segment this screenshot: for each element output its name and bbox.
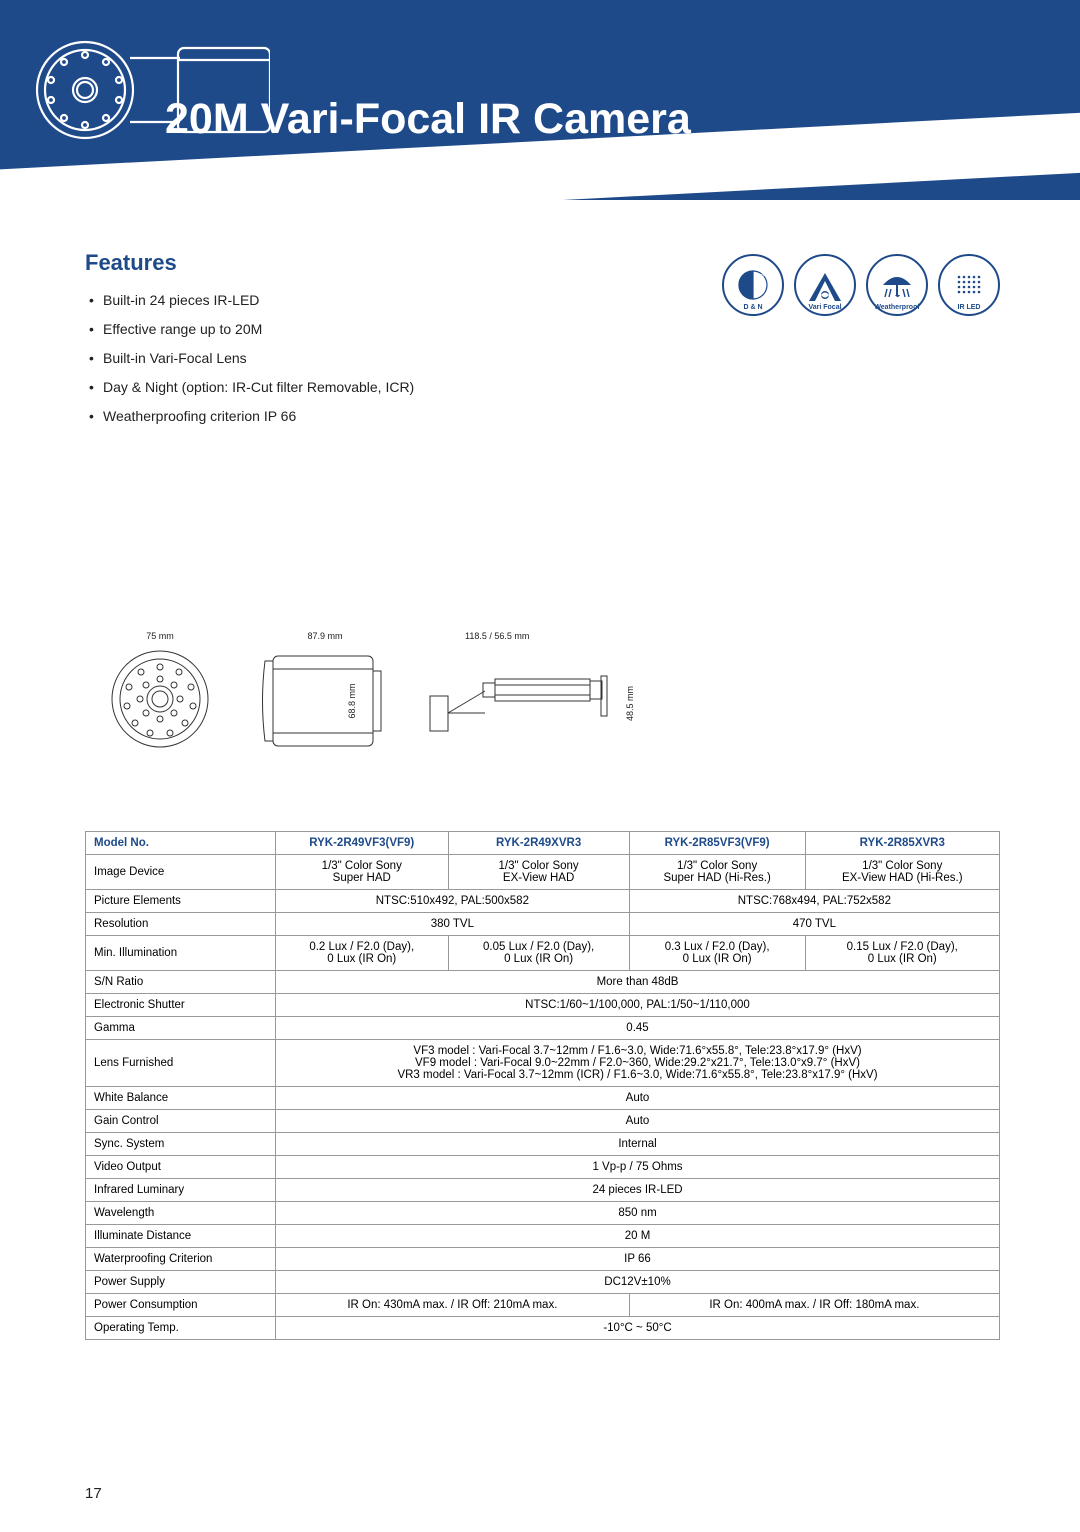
day-night-icon: ampm D & N	[722, 254, 784, 316]
features-heading: Features	[85, 250, 414, 276]
row-label: Wavelength	[86, 1202, 276, 1225]
row-label: Gain Control	[86, 1110, 276, 1133]
row-label: Lens Furnished	[86, 1040, 276, 1087]
row-label: Gamma	[86, 1017, 276, 1040]
row-label: Image Device	[86, 855, 276, 890]
irled-icon: IR LED	[938, 254, 1000, 316]
cell: 0.15 Lux / F2.0 (Day), 0 Lux (IR On)	[805, 936, 999, 971]
cell: 0.45	[276, 1017, 1000, 1040]
dim-width-body: 87.9 mm	[255, 631, 395, 641]
dim-width-bracket: 118.5 / 56.5 mm	[465, 631, 625, 641]
header: 20M Vari-Focal IR Camera	[0, 0, 1080, 200]
row-label: Power Consumption	[86, 1294, 276, 1317]
feature-item: Weatherproofing criterion IP 66	[85, 402, 414, 431]
icon-label: Vari Focal	[796, 304, 854, 311]
cell: Auto	[276, 1110, 1000, 1133]
cell: NTSC:510x492, PAL:500x582	[276, 890, 630, 913]
cell: IP 66	[276, 1248, 1000, 1271]
row-label: Illuminate Distance	[86, 1225, 276, 1248]
cell: 1/3" Color Sony Super HAD	[276, 855, 449, 890]
feature-item: Built-in Vari-Focal Lens	[85, 344, 414, 373]
icon-label: Weatherproof	[868, 304, 926, 311]
weatherproof-icon: Weatherproof	[866, 254, 928, 316]
row-label: Infrared Luminary	[86, 1179, 276, 1202]
lens-line: VF3 model : Vari-Focal 3.7~12mm / F1.6~3…	[284, 1045, 991, 1057]
varifocal-icon: Vari Focal	[794, 254, 856, 316]
cell: IR On: 400mA max. / IR Off: 180mA max.	[629, 1294, 999, 1317]
row-label: Resolution	[86, 913, 276, 936]
features-block: Features Built-in 24 pieces IR-LED Effec…	[85, 250, 414, 431]
cell: IR On: 430mA max. / IR Off: 210mA max.	[276, 1294, 630, 1317]
row-label: Electronic Shutter	[86, 994, 276, 1017]
row-label: Waterproofing Criterion	[86, 1248, 276, 1271]
cell: 20 M	[276, 1225, 1000, 1248]
col-header: RYK-2R49VF3(VF9)	[276, 832, 449, 855]
feature-item: Day & Night (option: IR-Cut filter Remov…	[85, 373, 414, 402]
cell: More than 48dB	[276, 971, 1000, 994]
dim-height-bracket: 48.5 mm	[625, 671, 635, 721]
cell: 1/3" Color Sony EX-View HAD (Hi-Res.)	[805, 855, 999, 890]
lens-line: VF9 model : Vari-Focal 9.0~22mm / F2.0~3…	[284, 1057, 991, 1069]
cell: DC12V±10%	[276, 1271, 1000, 1294]
row-label: S/N Ratio	[86, 971, 276, 994]
cell: Auto	[276, 1087, 1000, 1110]
cell: NTSC:1/60~1/100,000, PAL:1/50~1/110,000	[276, 994, 1000, 1017]
feature-item: Built-in 24 pieces IR-LED	[85, 286, 414, 315]
col-header: Model No.	[86, 832, 276, 855]
icon-label: IR LED	[940, 304, 998, 311]
col-header: RYK-2R49XVR3	[448, 832, 629, 855]
cell: 0.3 Lux / F2.0 (Day), 0 Lux (IR On)	[629, 936, 805, 971]
cell: 1/3" Color Sony Super HAD (Hi-Res.)	[629, 855, 805, 890]
cell: NTSC:768x494, PAL:752x582	[629, 890, 999, 913]
cell: 850 nm	[276, 1202, 1000, 1225]
svg-text:pm: pm	[757, 273, 764, 279]
row-label: Sync. System	[86, 1133, 276, 1156]
cell: VF3 model : Vari-Focal 3.7~12mm / F1.6~3…	[276, 1040, 1000, 1087]
row-label: White Balance	[86, 1087, 276, 1110]
page-number: 17	[85, 1485, 102, 1502]
cell: Internal	[276, 1133, 1000, 1156]
col-header: RYK-2R85VF3(VF9)	[629, 832, 805, 855]
col-header: RYK-2R85XVR3	[805, 832, 999, 855]
svg-text:am: am	[745, 273, 752, 279]
dimension-diagrams: 75 mm 87.9 mm	[85, 631, 1000, 811]
icon-label: D & N	[724, 304, 782, 311]
cell: 1 Vp-p / 75 Ohms	[276, 1156, 1000, 1179]
cell: 0.05 Lux / F2.0 (Day), 0 Lux (IR On)	[448, 936, 629, 971]
dim-width-front: 75 mm	[95, 631, 225, 641]
row-label: Power Supply	[86, 1271, 276, 1294]
row-label: Picture Elements	[86, 890, 276, 913]
row-label: Video Output	[86, 1156, 276, 1179]
feature-list: Built-in 24 pieces IR-LED Effective rang…	[85, 286, 414, 431]
cell: 470 TVL	[629, 913, 999, 936]
cell: 24 pieces IR-LED	[276, 1179, 1000, 1202]
spec-table: Model No. RYK-2R49VF3(VF9) RYK-2R49XVR3 …	[85, 831, 1000, 1340]
row-label: Operating Temp.	[86, 1317, 276, 1340]
cell: 1/3" Color Sony EX-View HAD	[448, 855, 629, 890]
lens-line: VR3 model : Vari-Focal 3.7~12mm (ICR) / …	[284, 1069, 991, 1081]
content: Features Built-in 24 pieces IR-LED Effec…	[0, 200, 1080, 1340]
feature-icons: ampm D & N Vari Focal Weatherproof	[722, 250, 1000, 316]
feature-item: Effective range up to 20M	[85, 315, 414, 344]
row-label: Min. Illumination	[86, 936, 276, 971]
cell: 380 TVL	[276, 913, 630, 936]
dim-height-body: 68.8 mm	[347, 676, 357, 726]
cell: 0.2 Lux / F2.0 (Day), 0 Lux (IR On)	[276, 936, 449, 971]
cell: -10°C ~ 50°C	[276, 1317, 1000, 1340]
